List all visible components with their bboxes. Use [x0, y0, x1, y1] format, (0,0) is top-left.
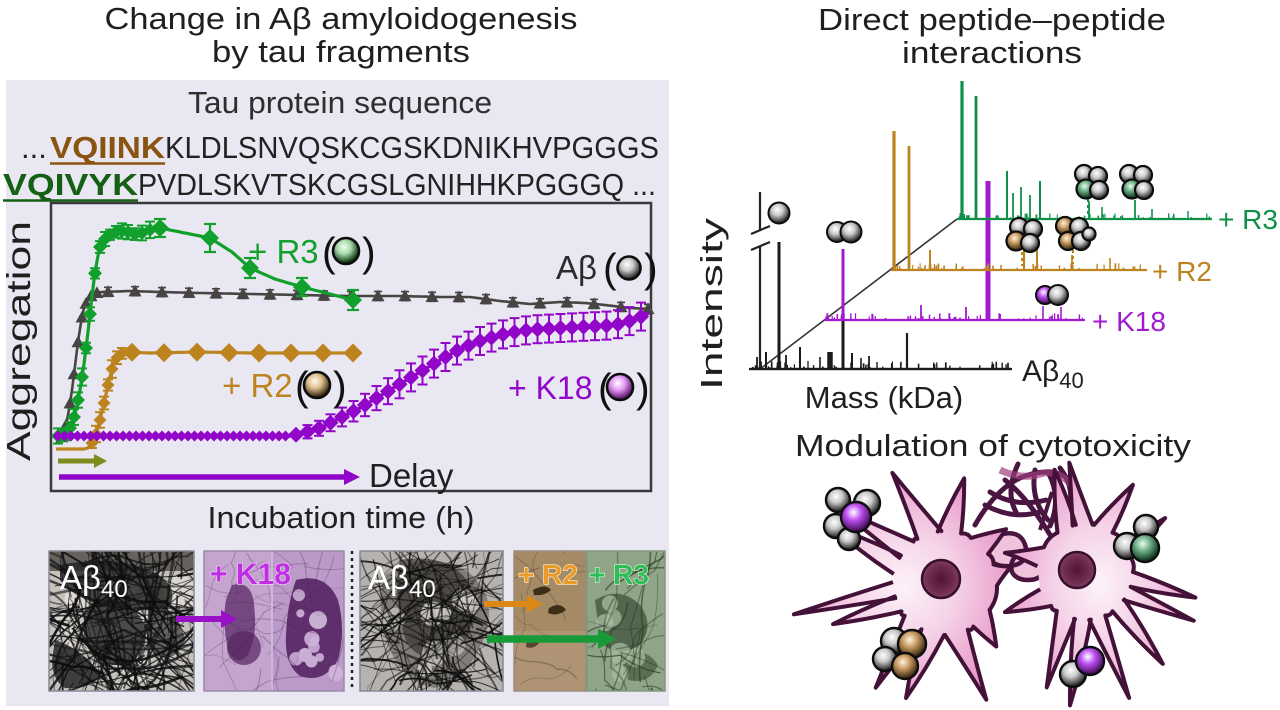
svg-text:Incubation time (h): Incubation time (h) — [208, 500, 475, 535]
svg-text:VQIVYK: VQIVYK — [3, 167, 139, 202]
svg-text:VQIINK: VQIINK — [50, 130, 166, 165]
svg-text:by tau fragments: by tau fragments — [212, 34, 470, 69]
svg-text:+ R2: + R2 — [222, 367, 293, 404]
svg-text:KLDLSNVQSKCGSKDNIKHVPGGGS: KLDLSNVQSKCGSKDNIKHVPGGGS — [165, 130, 659, 165]
svg-text:+ K18: + K18 — [1092, 306, 1166, 337]
svg-text:): ) — [362, 229, 376, 275]
svg-text:Mass (kDa): Mass (kDa) — [805, 380, 963, 415]
svg-text:Modulation of cytotoxicity: Modulation of cytotoxicity — [795, 428, 1192, 463]
svg-text:+ K18: + K18 — [508, 370, 593, 406]
svg-text:): ) — [644, 245, 658, 291]
svg-text:Direct peptide–peptide: Direct peptide–peptide — [818, 2, 1166, 37]
svg-text:PVDLSKVTSKCGSLGNIHHKPGGGQ ...: PVDLSKVTSKCGSLGNIHHKPGGGQ ... — [138, 167, 656, 202]
svg-text:Aβ: Aβ — [556, 249, 597, 286]
svg-text:+ R2: + R2 — [1152, 256, 1212, 287]
svg-text:(: ( — [322, 229, 336, 275]
svg-text:+ K18: + K18 — [210, 558, 291, 591]
svg-text:Delay: Delay — [369, 457, 454, 494]
svg-text:+ R3: + R3 — [1218, 204, 1278, 235]
svg-text:): ) — [333, 363, 347, 409]
svg-text:+ R2: + R2 — [518, 559, 578, 590]
svg-text:+ R3: + R3 — [589, 559, 649, 590]
svg-text:+ R3: + R3 — [248, 233, 319, 270]
svg-text:...: ... — [21, 130, 47, 165]
svg-text:Intensity: Intensity — [694, 217, 729, 390]
svg-text:Change in Aβ amyloidogenesis: Change in Aβ amyloidogenesis — [105, 1, 578, 36]
svg-text:(: ( — [603, 245, 617, 291]
svg-text:Tau protein sequence: Tau protein sequence — [188, 85, 492, 120]
svg-text:Aggregation: Aggregation — [0, 221, 37, 461]
svg-text:(: ( — [598, 365, 612, 411]
svg-text:interactions: interactions — [902, 35, 1082, 70]
svg-text:): ) — [636, 365, 650, 411]
svg-text:(: ( — [295, 363, 309, 409]
